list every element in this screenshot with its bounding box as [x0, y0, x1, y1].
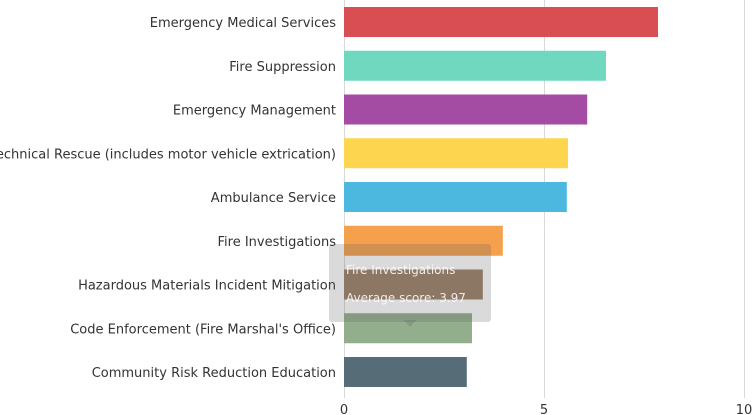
category-label-1: Fire Suppression — [229, 60, 336, 75]
tooltip-score: Average score: 3.97 — [346, 291, 466, 305]
bar-4[interactable] — [344, 182, 567, 212]
tooltip-title: Fire Investigations — [346, 263, 456, 277]
bar-5[interactable] — [344, 225, 503, 256]
bar-6[interactable] — [344, 269, 483, 300]
x-tick-label-0: 0 — [340, 403, 348, 415]
category-label-7: Code Enforcement (Fire Marshal's Office) — [70, 322, 336, 337]
category-label-4: Ambulance Service — [211, 191, 336, 206]
bar-2[interactable] — [344, 94, 588, 125]
category-label-0: Emergency Medical Services — [150, 16, 336, 31]
tooltip-arrow — [404, 320, 416, 327]
bar-0[interactable] — [344, 7, 658, 37]
category-label-2: Emergency Management — [173, 104, 336, 119]
bar-7[interactable] — [344, 313, 472, 344]
category-label-3: Technical Rescue (includes motor vehicle… — [0, 147, 336, 162]
category-label-8: Community Risk Reduction Education — [92, 366, 336, 381]
bar-3[interactable] — [344, 138, 568, 169]
x-tick-label-10: 10 — [736, 403, 753, 415]
category-label-6: Hazardous Materials Incident Mitigation — [78, 279, 336, 294]
bar-1[interactable] — [344, 50, 606, 81]
x-tick-label-5: 5 — [540, 403, 548, 415]
chart-tooltip — [329, 244, 491, 322]
category-label-5: Fire Investigations — [218, 235, 337, 250]
bar-8[interactable] — [344, 357, 467, 387]
